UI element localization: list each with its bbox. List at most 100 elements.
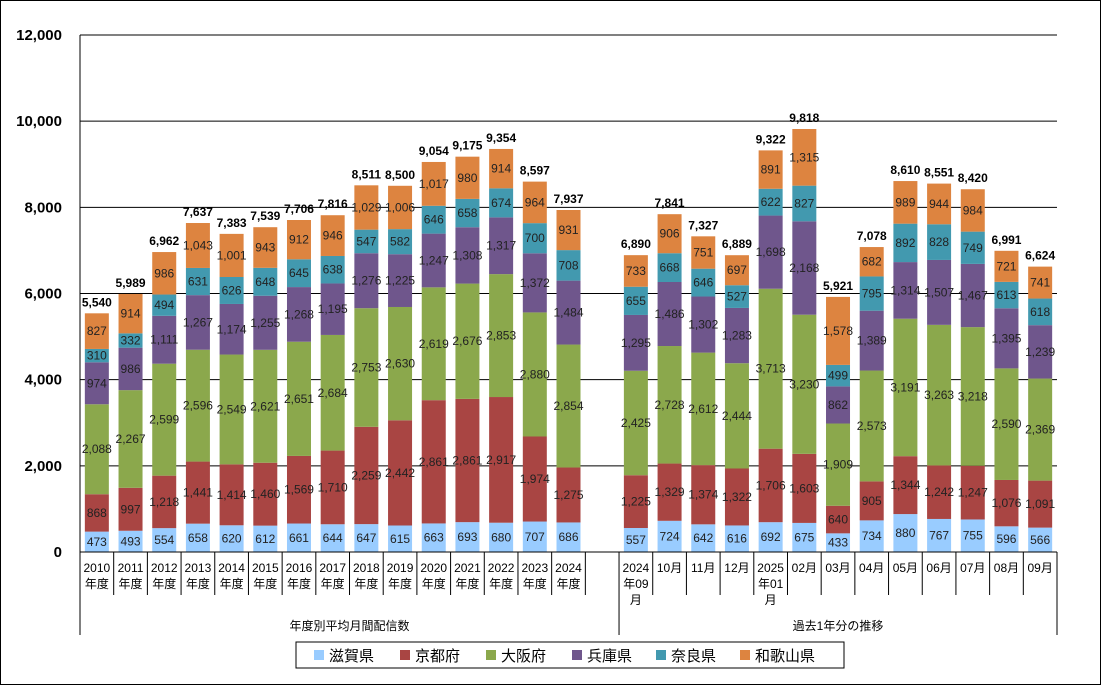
bar-stack: 554 1,218 2,599 1,111 494 986 6,962: [149, 234, 180, 552]
bar-segment: [691, 268, 716, 297]
data-label: 473: [87, 535, 107, 549]
bar-segment: [556, 467, 581, 523]
bar-stack: 644 1,710 2,684 1,195 638 946 7,816: [318, 197, 348, 552]
bar-segment: [724, 525, 749, 552]
total-label: 7,078: [857, 229, 887, 243]
data-label: 1,029: [351, 200, 381, 214]
data-label: 734: [862, 529, 882, 543]
bar-segment: [185, 349, 210, 462]
data-label: 868: [87, 506, 107, 520]
data-label: 2,619: [419, 337, 449, 351]
legend-item: 兵庫県: [572, 648, 632, 665]
data-label: 2,861: [419, 455, 449, 469]
x-tick-label: 年09: [623, 577, 649, 591]
bar-segment: [893, 181, 918, 224]
bar-segment: [219, 276, 244, 304]
y-tick-label: 10,000: [16, 113, 62, 130]
bar-segment: [657, 253, 682, 282]
data-label: 615: [390, 532, 410, 546]
bar-segment: [623, 528, 648, 552]
x-tick-label: 月: [765, 593, 777, 607]
bar-segment: [792, 522, 817, 552]
total-label: 6,889: [722, 237, 752, 251]
data-label: 2,168: [789, 261, 819, 275]
x-tick-label: 07月: [960, 561, 985, 575]
legend: 滋賀県 京都府 大阪府 兵庫県 奈良県 和歌山県: [295, 641, 845, 669]
bar-segment: [691, 296, 716, 353]
data-label: 554: [154, 533, 174, 547]
data-label: 1,174: [217, 322, 247, 336]
bar-segment: [724, 255, 749, 286]
bar-segment: [522, 436, 547, 522]
x-tick-label: 年度: [152, 576, 176, 591]
bar-segment: [994, 281, 1019, 309]
data-label: 646: [424, 213, 444, 227]
data-label: 642: [693, 531, 713, 545]
x-tick-label: 年度: [388, 576, 412, 591]
total-label: 7,816: [318, 197, 348, 211]
x-tick-label: 月: [630, 593, 642, 607]
bar-segment: [826, 423, 851, 506]
data-label: 1,344: [890, 478, 920, 492]
bar-stack: 557 1,225 2,425 1,295 655 733 6,890: [621, 237, 651, 552]
x-tick-label: 03月: [825, 561, 850, 575]
bar-stack: 493 997 2,267 986 332 914 5,989: [116, 276, 146, 552]
bar-segment: [657, 463, 682, 521]
data-label: 827: [794, 196, 814, 210]
data-label: 640: [828, 513, 848, 527]
total-label: 7,539: [250, 209, 280, 223]
bar-segment: [522, 223, 547, 254]
data-label: 946: [323, 229, 343, 243]
bar-segment: [927, 259, 952, 325]
bar-segment: [84, 494, 109, 532]
data-label: 1,909: [823, 458, 853, 472]
data-label: 2,612: [688, 402, 718, 416]
bar-segment: [758, 448, 783, 523]
bar-segment: [118, 293, 143, 334]
legend-swatch: [656, 650, 666, 660]
data-label: 682: [862, 255, 882, 269]
legend-item: 大阪府: [486, 648, 546, 665]
bar-segment: [388, 525, 413, 552]
bar-segment: [185, 461, 210, 524]
bar-segment: [1028, 298, 1053, 326]
bar-segment: [927, 465, 952, 519]
bar-segment: [691, 524, 716, 552]
data-label: 2,853: [486, 329, 516, 343]
data-label: 2,267: [116, 432, 146, 446]
data-label: 767: [929, 528, 949, 542]
bar-stack: 686 1,275 2,854 1,484 708 931 7,937: [553, 192, 584, 552]
data-label: 931: [558, 223, 578, 237]
data-label: 697: [727, 263, 747, 277]
bar-stack: 566 1,091 2,369 1,239 618 741 6,624: [1025, 249, 1055, 552]
data-label: 582: [390, 235, 410, 249]
bar-stack: 724 1,329 2,728 1,486 668 906 7,841: [655, 196, 685, 552]
legend-swatch: [740, 650, 750, 660]
x-tick-label: 年度: [287, 576, 311, 591]
data-label: 2,753: [351, 360, 381, 374]
bar-stack: 658 1,441 2,596 1,267 631 1,043 7,637: [183, 205, 213, 552]
x-tick-label: 2017: [319, 561, 346, 575]
bar-segment: [320, 450, 345, 525]
data-label: 880: [895, 526, 915, 540]
data-label: 686: [558, 530, 578, 544]
data-label: 663: [424, 531, 444, 545]
data-label: 1,315: [789, 150, 819, 164]
data-label: 1,091: [1025, 497, 1055, 511]
bar-segment: [792, 314, 817, 454]
x-tick-label: 2010: [83, 561, 110, 575]
x-tick-label: 年度: [455, 576, 479, 591]
data-label: 618: [1030, 305, 1050, 319]
data-label: 1,603: [789, 481, 819, 495]
data-label: 557: [626, 533, 646, 547]
x-tick-label: 2024: [623, 561, 650, 575]
data-label: 494: [154, 298, 174, 312]
data-label: 755: [963, 529, 983, 543]
total-label: 9,054: [419, 144, 449, 158]
bar-segment: [152, 363, 177, 476]
legend-box: [295, 641, 845, 669]
bar-segment: [320, 524, 345, 552]
data-label: 724: [660, 529, 680, 543]
legend-item: 和歌山県: [740, 648, 815, 665]
total-label: 5,921: [823, 279, 853, 293]
